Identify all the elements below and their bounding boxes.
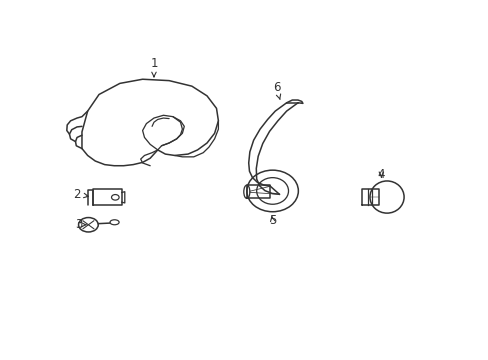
Text: 4: 4 (377, 167, 385, 180)
Text: 2: 2 (73, 188, 88, 201)
Text: 6: 6 (272, 81, 280, 100)
Text: 1: 1 (150, 58, 158, 77)
Text: 5: 5 (268, 214, 276, 227)
Text: 3: 3 (76, 218, 86, 231)
